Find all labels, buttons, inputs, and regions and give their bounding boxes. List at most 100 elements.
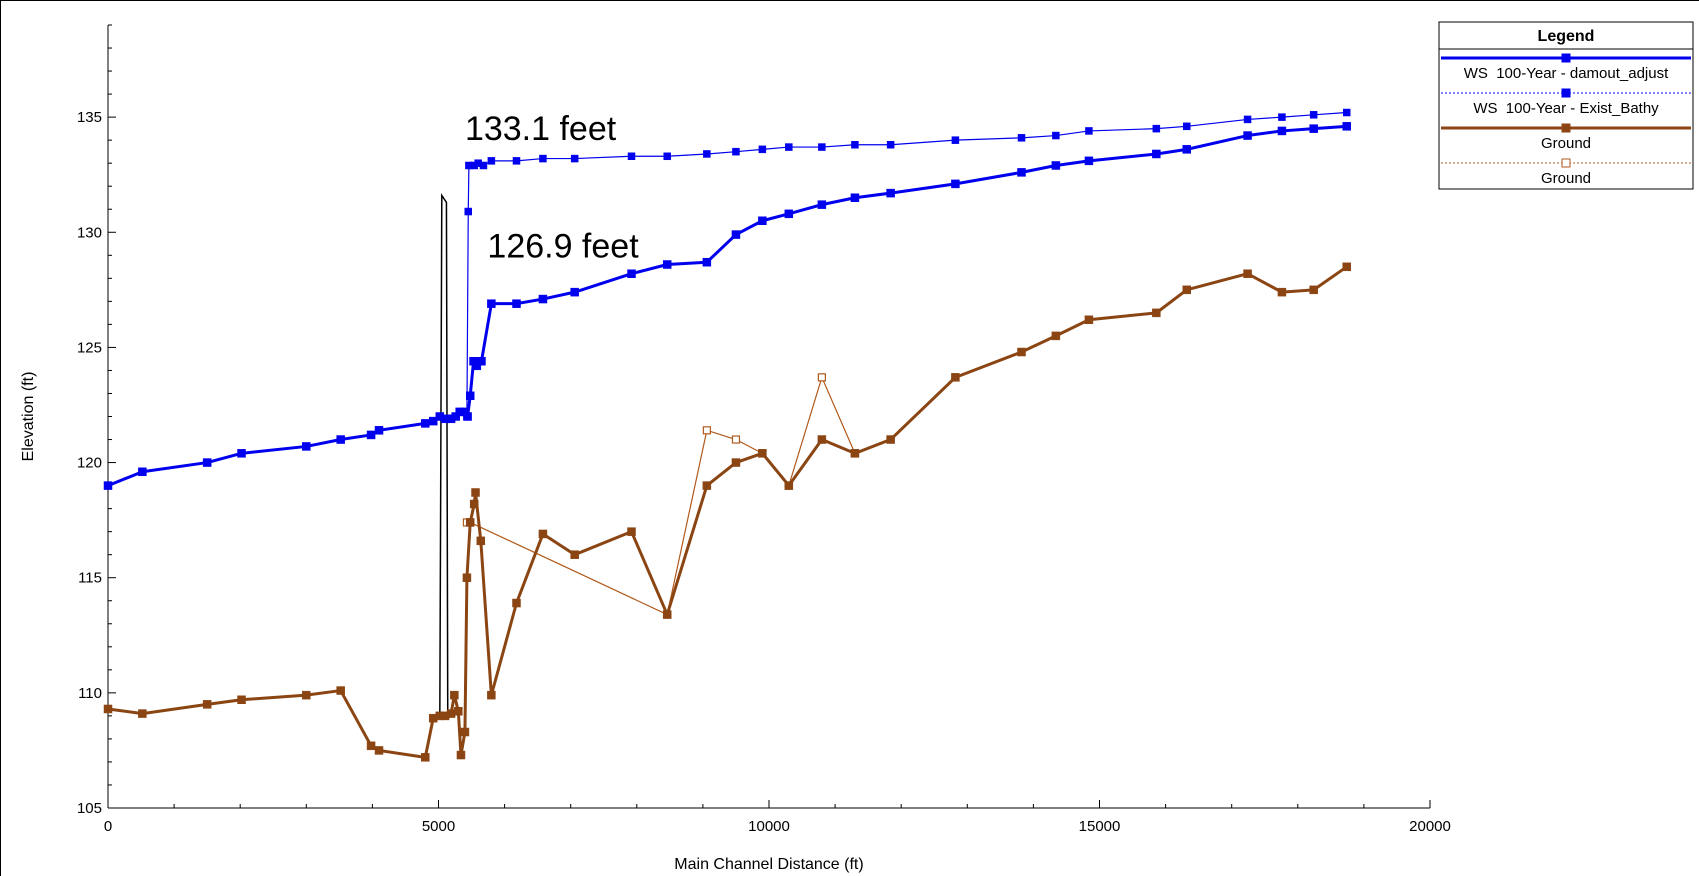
data-point [731, 458, 741, 467]
series-1 [463, 108, 1351, 421]
data-point [785, 143, 793, 151]
data-point [512, 299, 521, 308]
data-point [570, 154, 579, 163]
bridge-structure [439, 192, 449, 716]
data-point [702, 426, 711, 435]
data-point [817, 373, 826, 382]
data-point [817, 435, 827, 444]
data-point [469, 499, 479, 509]
data-point [463, 412, 472, 421]
data-point [1017, 168, 1026, 177]
y-axis-title: Elevation (ft) [20, 372, 37, 462]
series-2 [103, 262, 1351, 762]
legend-entry-label: Ground [1541, 135, 1591, 152]
data-point [817, 200, 827, 209]
data-point [758, 145, 767, 154]
x-tick-label: 20000 [1409, 818, 1451, 835]
data-point [471, 488, 480, 497]
data-point [1342, 122, 1351, 131]
data-point [1051, 331, 1061, 341]
data-point [428, 416, 438, 426]
data-point [731, 435, 741, 444]
annotations: 133.1 feet 126.9 feet [465, 110, 639, 265]
data-point [1278, 113, 1286, 121]
data-point [487, 299, 496, 308]
series-line [107, 265, 1348, 759]
data-point [302, 442, 311, 451]
data-point [477, 356, 486, 366]
data-point [570, 550, 579, 559]
data-point [479, 161, 488, 170]
data-point [886, 188, 895, 198]
data-point [886, 141, 895, 149]
data-point [886, 435, 895, 444]
series-line [107, 124, 1347, 487]
data-point [539, 154, 547, 163]
legend-swatch-marker [1561, 88, 1571, 98]
data-point [627, 152, 636, 161]
data-point [1277, 287, 1287, 297]
data-point [732, 147, 740, 156]
data-point [1183, 122, 1191, 131]
data-point [702, 257, 712, 267]
data-point [784, 209, 794, 219]
data-point [512, 157, 521, 165]
data-point [1243, 269, 1252, 278]
data-point [450, 690, 459, 700]
data-point [703, 150, 711, 158]
data-point [1084, 315, 1094, 325]
y-tick-label: 105 [77, 800, 102, 817]
data-point [627, 269, 636, 278]
data-point [446, 709, 456, 718]
data-point [465, 518, 475, 527]
data-point [1017, 347, 1026, 357]
y-tick-label: 130 [77, 224, 102, 241]
x-tick-label: 10000 [748, 818, 790, 835]
data-point [465, 391, 475, 401]
data-point [951, 179, 960, 189]
data-point [202, 700, 212, 709]
legend-swatch-marker [1561, 158, 1571, 168]
data-point [487, 690, 496, 700]
legend-title: Legend [1538, 28, 1595, 45]
x-tick-label: 0 [104, 818, 112, 835]
data-point [1243, 115, 1252, 124]
data-point [702, 481, 712, 490]
legend-entry-label: WS 100-Year - Exist_Bathy [1473, 100, 1659, 117]
data-point [103, 704, 113, 714]
data-point [1342, 108, 1351, 117]
data-point [460, 727, 470, 737]
data-point [1051, 161, 1061, 170]
legend: Legend WS 100-Year - damout_adjust WS 100-… [1438, 21, 1694, 190]
data-point [374, 746, 384, 755]
data-point [951, 136, 960, 144]
data-point [1309, 124, 1318, 133]
data-point [1017, 134, 1026, 142]
series-3 [462, 373, 860, 619]
data-point [1152, 124, 1161, 133]
series-layer [103, 108, 1351, 762]
data-point [1084, 156, 1094, 166]
data-point [1309, 285, 1318, 295]
data-point [1152, 308, 1161, 318]
data-point [454, 707, 463, 716]
data-point [662, 610, 672, 619]
data-point [138, 467, 147, 477]
data-point [851, 141, 859, 149]
data-point [663, 152, 671, 161]
y-tick-label: 115 [78, 570, 102, 587]
data-point [464, 207, 472, 216]
data-point [570, 287, 579, 297]
data-point [1182, 145, 1192, 154]
data-point [302, 690, 311, 700]
data-point [951, 373, 960, 382]
y-tick-label: 125 [77, 339, 102, 356]
x-tick-label: 15000 [1079, 818, 1121, 835]
data-point [487, 157, 496, 165]
legend-entry-label: WS 100-Year - damout_adjust [1464, 65, 1669, 82]
data-point [366, 741, 376, 751]
data-point [538, 294, 548, 304]
data-point [784, 481, 794, 490]
